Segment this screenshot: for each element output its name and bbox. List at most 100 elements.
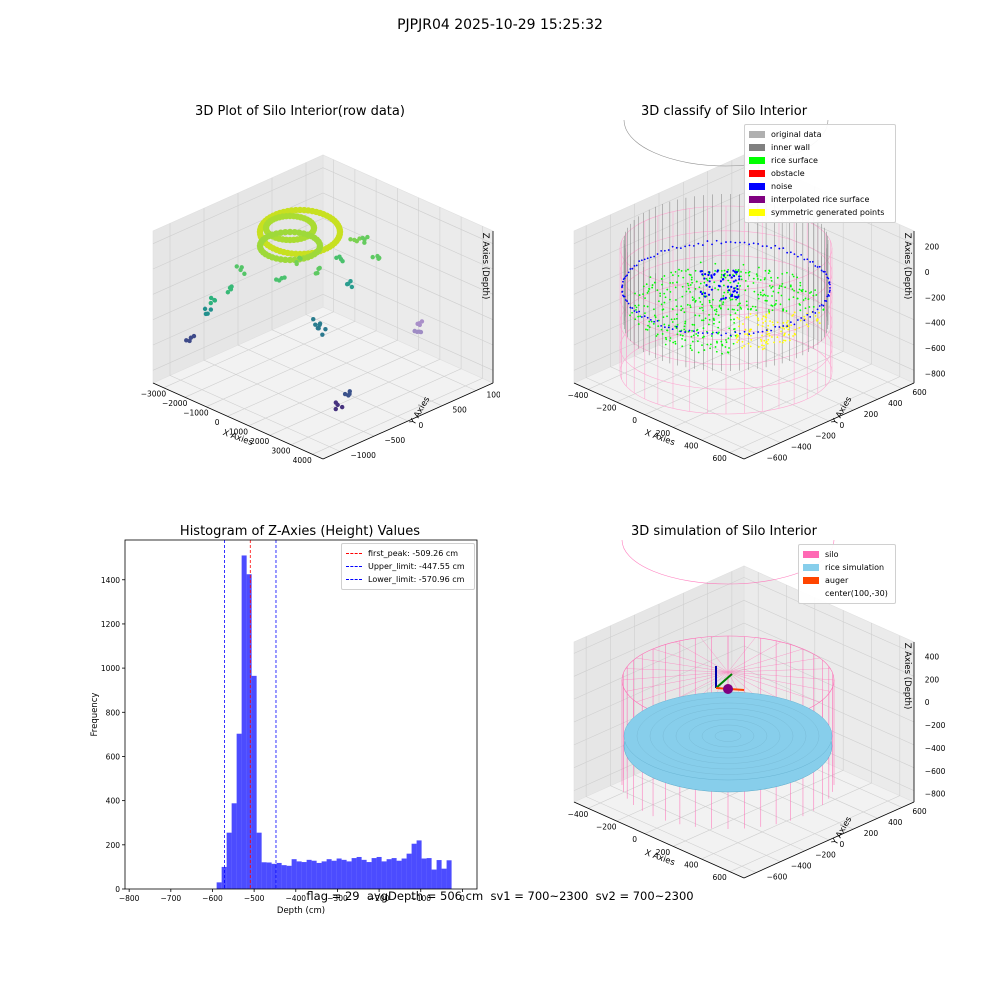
plot2-surface-point [771,285,774,288]
plot2-surface-point [763,293,766,296]
plot2-noise-point [820,269,823,272]
plot2-surface-point [759,279,762,281]
plot2-surface-point [717,326,720,329]
plot2-surface-point [808,306,811,308]
plot2-noise-point [803,319,806,322]
plot2-surface-point [698,307,701,310]
plot1-green-cluster-point [316,240,323,248]
plot2-noise-point [656,253,659,255]
histogram-bar [336,858,342,889]
plot2-noise-point [622,280,624,283]
plot2-surface-point [708,277,711,280]
plot2-surface-point [728,347,730,349]
plot4-roof-spoke [636,671,729,703]
plot4-roof-spoke [727,668,831,673]
plot2-surface-point [738,302,741,305]
plot2-noise-point [743,241,746,244]
plot2-surface-point [717,288,720,291]
plot2-surface-point [744,328,747,331]
plot2-noise-point [765,245,768,248]
plot2-surface-point [744,279,747,282]
plot2-surface-point [737,268,740,271]
plot2-noise-point [720,334,723,337]
plot2-surface-point [713,309,716,312]
plot2-surface-point [714,287,717,290]
plot2-surface-point [744,289,747,292]
plot2-surface-point [783,327,786,330]
plot2-noise-point [660,250,663,252]
plot3-legend-label: Lower_limit: -570.96 cm [368,575,465,584]
plot2-grid-x [701,212,872,441]
histogram-bar [311,860,317,889]
plot1-scatter-point [184,338,189,343]
plot2-noise-point [701,244,704,246]
plot2-surface-point [690,276,693,279]
histogram-bar [396,860,402,889]
plot4-grid-y [585,636,757,873]
plot1-grid-z [152,217,494,295]
plot2-surface-point [691,340,694,343]
histogram-bar [286,865,292,889]
plot1-scatter-point [320,332,325,337]
plot2-surface-point [747,316,750,319]
plot2-noise-point [800,253,803,256]
plot2-surface-point [695,333,698,335]
plot2-surface-point [697,351,700,354]
plot2-ztick-label: −800 [925,369,946,378]
plot2-surface-point [767,309,770,311]
plot2-grid-x [673,199,844,428]
histogram-bars [216,555,452,889]
plot2-noise-point [631,267,634,270]
plot2-surface-point [676,313,678,316]
histogram-ref-lines [224,540,277,889]
plot2-noise-point [828,289,831,292]
histogram-frame [124,539,478,890]
plot2-surface-point [785,326,788,329]
plot4-roof-spoke [727,637,756,673]
plot2-surface-point [815,319,818,322]
plot2-surface-point [755,309,758,312]
plot4-grid-z [573,645,915,723]
plot2-noise-point [730,276,733,279]
plot2-surface-point [712,322,715,325]
plot2-surface-point [769,320,771,323]
plot2-surface-point [685,290,688,293]
plot2-surface-point [768,332,770,335]
plot2-noise-point [734,241,737,244]
plot2-surface-point [689,304,691,307]
plot2-surface-point [674,342,677,345]
plot2-surface-point [680,309,683,312]
plot4-silo-wire-ring [621,540,835,585]
plot2-surface-point [655,335,658,337]
plot1-scatter-point [344,281,350,287]
plot2-surface-point [757,323,759,326]
plot2-noise-point [621,284,624,287]
plot2-surface-point [760,293,762,296]
plot2-surface-point [766,330,769,333]
histogram-xtick-label: −400 [285,894,306,903]
plot2-surface-point [792,296,795,299]
plot2-noise-point [701,292,704,296]
plot2-noise-point [828,283,831,286]
plot2-surface-point [718,321,721,324]
plot4-xtick-label: −400 [568,810,589,819]
plot2-surface-point [787,320,789,322]
plot2-surface-point [732,342,735,345]
plot2-surface-point [783,333,786,336]
plot2-noise-point [800,317,803,319]
plot2-noise-point [710,288,714,291]
plot1-xtick-label: −1000 [183,408,209,417]
histogram-bar [351,858,357,889]
plot2-noise-point [653,320,656,323]
plot2-title: 3D classify of Silo Interior [640,104,808,119]
plot2-legend-item: inner wall [749,141,891,154]
status-line: flag = 29 avgDepth = 506 cm sv1 = 700~23… [306,889,694,903]
plot2-surface-point [746,285,749,288]
plot2-surface-point [814,315,817,317]
plot1-ytick-label: −500 [385,436,406,445]
plot2-surface-point [639,315,642,318]
plot2-surface-point [731,298,734,301]
plot2-surface-point [734,334,737,337]
plot2-noise-point [697,242,700,245]
plot1-scatter-point [333,406,338,412]
